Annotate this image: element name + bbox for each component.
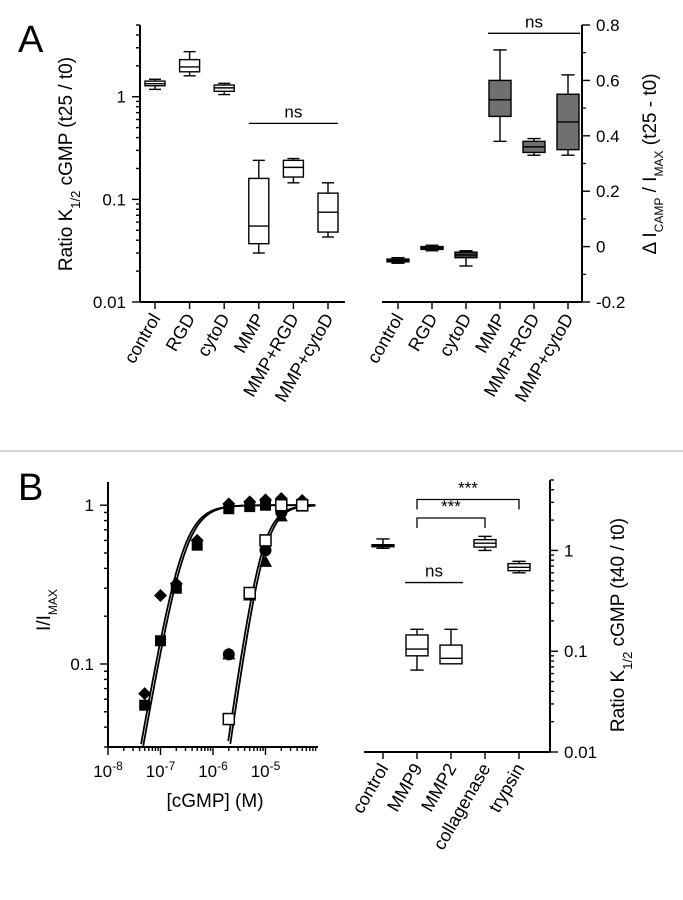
data-point-filled-triangle	[222, 647, 236, 660]
b-right-sig-collagenase-label: ***	[441, 497, 461, 516]
data-point-filled-circle	[259, 544, 272, 557]
x-tick-label: 10-8	[93, 759, 123, 781]
box-1	[178, 58, 201, 73]
data-point-filled-square	[223, 503, 235, 515]
chart-b-left: 0.1 1 10-8 10-7 10-6 10-5 [cGMP] (M) I/IMAX	[34, 482, 318, 812]
panel-label-a: A	[18, 19, 44, 61]
data-point-filled-square	[155, 635, 166, 647]
a-right-category-label: cytoD	[435, 310, 475, 360]
y-tick-label: 0.8	[596, 16, 620, 35]
data-point-filled-square	[191, 539, 203, 551]
data-point-filled-diamond	[154, 588, 167, 602]
a-right-category-label: control	[363, 310, 407, 367]
x-tick-label: 10-5	[251, 759, 281, 781]
a-left-category-label: cytoD	[193, 310, 233, 360]
data-point-open-square	[275, 498, 288, 512]
data-point-filled-square	[139, 699, 151, 711]
chart-a-left: 0.01 0.1 1 Ratio K1/2 cGMP (t25 / t0) contro…	[56, 24, 345, 405]
b-right-sig-trypsin-label: ***	[458, 479, 478, 498]
data-point-open-square	[295, 498, 309, 512]
y-axis-title-right: Δ ICAMP / IMAX (t25 - t0)	[640, 73, 666, 254]
x-tick-label: 10-6	[198, 759, 228, 781]
data-point-filled-square	[260, 499, 271, 511]
fit-curves	[140, 504, 316, 747]
a-right-ns-label: ns	[525, 12, 543, 31]
y-tick-label: 0.01	[93, 293, 126, 312]
data-point-open-square	[222, 712, 236, 726]
chart-a-right: -0.2 0 0.2 0.4 0.6 0.8 Δ ICAMP / IMAX (t25 - t…	[363, 12, 666, 405]
a-left-category-label: control	[120, 310, 164, 367]
data-point-filled-square	[244, 501, 256, 513]
chart-b-right: 0.01 0.1 1 Ratio K1/2 cGMP (t40 / t0) contro…	[348, 479, 634, 854]
data-point-filled-triangle	[274, 509, 288, 522]
x-axis-title: [cGMP] (M)	[166, 791, 263, 812]
fit-curve-2	[227, 504, 316, 742]
y-tick-label: 0.1	[564, 642, 588, 661]
box-3	[248, 177, 270, 245]
y-tick-label: 1	[85, 496, 94, 515]
x-tick-label: 10-7	[146, 759, 176, 781]
b-right-ns-label: ns	[425, 562, 443, 581]
a-left-ns-label: ns	[284, 102, 302, 121]
box-1	[405, 634, 429, 657]
y-axis-title-right: Ratio K1/2 cGMP (t40 / t0)	[608, 518, 635, 732]
y-axis-title: I/IMAX	[34, 589, 60, 631]
data-point-filled-diamond	[138, 687, 152, 701]
data-point-filled-square	[170, 582, 182, 594]
y-tick-label: 0.2	[596, 182, 620, 201]
y-tick-label: 0.1	[70, 655, 94, 674]
fit-curve-1	[142, 504, 316, 747]
y-axis-title: Ratio K1/2 cGMP (t25 / t0)	[56, 57, 83, 271]
box-4	[282, 159, 305, 178]
data-point-filled-triangle	[259, 554, 272, 567]
y-tick-label: 1	[117, 88, 126, 107]
b-right-sig-collagenase-bracket	[416, 517, 486, 528]
y-tick-label: 0	[596, 238, 605, 257]
y-tick-label: -0.2	[596, 293, 625, 312]
data-point-open-square	[243, 586, 256, 600]
y-tick-label: 0.6	[596, 71, 620, 90]
box-3	[488, 79, 512, 118]
data-point-open-square	[259, 534, 272, 547]
y-tick-label: 0.01	[564, 743, 597, 762]
y-tick-label: 0.1	[102, 190, 126, 209]
b-right-sig-trypsin-bracket	[416, 498, 520, 510]
b-right-category-label: control	[348, 760, 392, 817]
y-tick-label: 0.4	[596, 127, 620, 146]
y-tick-label: 1	[564, 541, 573, 560]
fit-curve-3	[229, 504, 316, 745]
panel-label-b: B	[18, 467, 43, 509]
box-2	[439, 644, 463, 665]
